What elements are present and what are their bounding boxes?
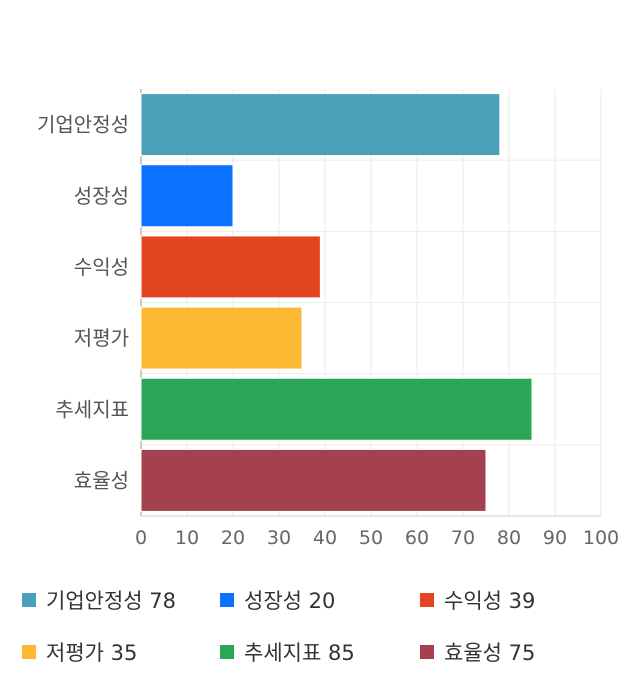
x-tick-label: 20 bbox=[221, 527, 245, 549]
category-label: 수익성 bbox=[74, 255, 129, 279]
x-tick-label: 80 bbox=[497, 527, 521, 549]
legend-swatch bbox=[420, 593, 434, 607]
category-label: 성장성 bbox=[74, 184, 129, 208]
legend-item-trend: 추세지표 85 bbox=[220, 637, 355, 667]
grid-lines bbox=[140, 89, 602, 517]
legend-item-stability: 기업안정성 78 bbox=[22, 585, 176, 615]
category-label: 효율성 bbox=[74, 468, 129, 492]
x-tick-label: 30 bbox=[267, 527, 291, 549]
legend-item-growth: 성장성 20 bbox=[220, 585, 335, 615]
legend-swatch bbox=[220, 645, 234, 659]
x-tick-label: 60 bbox=[405, 527, 429, 549]
legend-label: 추세지표 85 bbox=[244, 641, 355, 665]
x-tick-label: 0 bbox=[135, 527, 147, 549]
bar bbox=[140, 306, 303, 370]
legend-label: 성장성 20 bbox=[244, 589, 336, 613]
legend-label: 수익성 39 bbox=[444, 589, 536, 613]
x-tick-label: 40 bbox=[313, 527, 337, 549]
legend-item-efficiency: 효율성 75 bbox=[420, 637, 535, 667]
legend-label: 기업안정성 78 bbox=[46, 589, 176, 613]
legend-swatch bbox=[220, 593, 234, 607]
legend-swatch bbox=[420, 645, 434, 659]
bar bbox=[140, 93, 501, 157]
legend-label: 저평가 35 bbox=[46, 641, 138, 665]
legend-item-undervaluation: 저평가 35 bbox=[22, 637, 137, 667]
bar bbox=[140, 164, 234, 228]
bar bbox=[140, 235, 321, 299]
legend: 기업안정성 78 성장성 20 수익성 39 저평가 35 추세지표 85 효율… bbox=[0, 580, 640, 690]
x-tick-label: 100 bbox=[583, 527, 619, 549]
legend-swatch bbox=[22, 593, 36, 607]
bar bbox=[140, 377, 533, 441]
x-tick-labels: 0 10 20 30 40 50 60 70 80 90 100 bbox=[135, 527, 619, 549]
category-label: 기업안정성 bbox=[37, 113, 129, 137]
legend-label: 효율성 75 bbox=[444, 641, 536, 665]
bar bbox=[140, 448, 487, 512]
legend-swatch bbox=[22, 645, 36, 659]
category-label: 저평가 bbox=[74, 326, 129, 350]
category-label: 추세지표 bbox=[55, 397, 129, 421]
bars bbox=[140, 93, 533, 512]
x-tick-label: 90 bbox=[543, 527, 567, 549]
x-tick-label: 50 bbox=[359, 527, 383, 549]
x-tick-label: 10 bbox=[175, 527, 199, 549]
x-tick-label: 70 bbox=[451, 527, 475, 549]
legend-item-profitability: 수익성 39 bbox=[420, 585, 535, 615]
